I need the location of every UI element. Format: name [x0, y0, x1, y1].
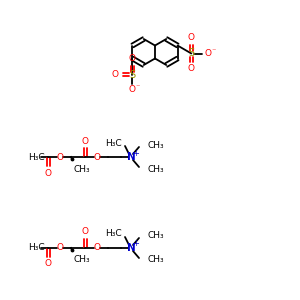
Text: CH₃: CH₃ [148, 164, 165, 173]
Text: O: O [82, 227, 88, 236]
Text: ⁻: ⁻ [211, 46, 216, 55]
Text: S: S [129, 70, 136, 80]
Text: O: O [56, 152, 64, 161]
Text: CH₃: CH₃ [148, 256, 165, 265]
Text: H₃C: H₃C [105, 139, 122, 148]
Text: CH₃: CH₃ [148, 232, 165, 241]
Text: CH₃: CH₃ [73, 164, 90, 173]
Text: O: O [112, 70, 119, 79]
Text: O: O [82, 136, 88, 146]
Text: O: O [129, 85, 136, 94]
Text: O: O [205, 49, 212, 58]
Text: ⁻: ⁻ [135, 82, 140, 91]
Text: H₃C: H₃C [28, 152, 45, 161]
Text: N: N [127, 152, 135, 162]
Text: O: O [44, 260, 52, 268]
Text: H₃C: H₃C [105, 230, 122, 238]
Text: O: O [188, 33, 195, 42]
Text: O: O [94, 152, 100, 161]
Text: O: O [188, 64, 195, 73]
Text: N: N [127, 243, 135, 253]
Text: CH₃: CH₃ [73, 256, 90, 265]
Text: O: O [94, 244, 100, 253]
Text: CH₃: CH₃ [148, 140, 165, 149]
Text: S: S [188, 49, 194, 58]
Text: +: + [133, 148, 140, 158]
Text: +: + [133, 239, 140, 248]
Text: H₃C: H₃C [28, 244, 45, 253]
Text: O: O [56, 244, 64, 253]
Text: O: O [44, 169, 52, 178]
Text: O: O [129, 54, 136, 63]
